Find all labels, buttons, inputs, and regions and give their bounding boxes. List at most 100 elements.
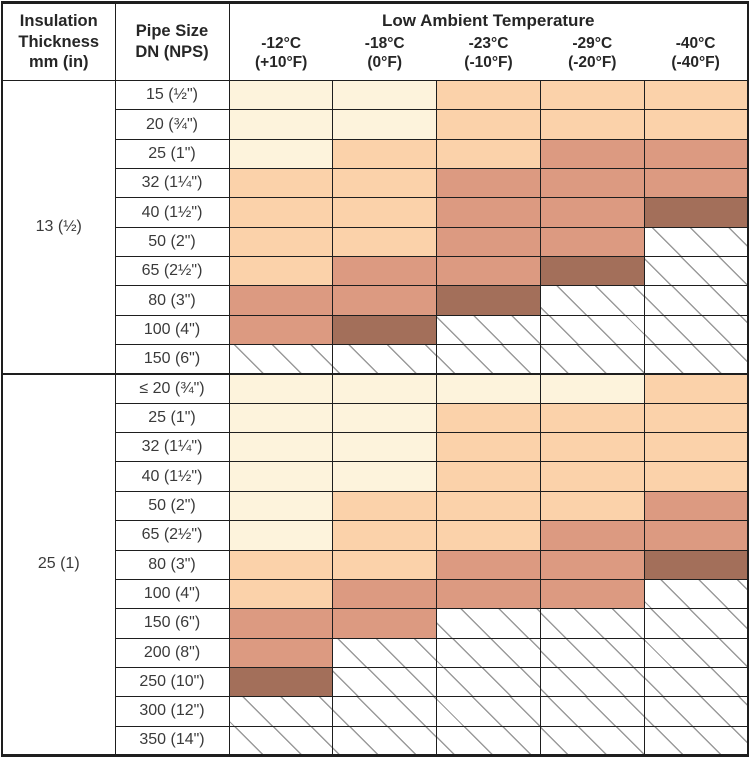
table-row: 80 (3") (2, 285, 749, 316)
rating-cell-cream (228, 520, 334, 551)
pipe-size-value: 50 (2") (114, 490, 230, 522)
na-hatched-cell (643, 666, 749, 698)
rating-cell-salmon (436, 168, 541, 199)
table-row: 50 (2") (2, 490, 749, 522)
rating-cell-salmon (332, 285, 438, 316)
table-row: 25 (1") (2, 402, 749, 434)
rating-cell-peach (332, 226, 438, 258)
rating-cell-peach (643, 402, 749, 434)
rating-cell-salmon (436, 578, 541, 610)
pipe-size-value: 40 (1½") (114, 461, 230, 492)
rating-cell-peach (539, 432, 645, 463)
pipe-size-value: ≤ 20 (¾") (114, 372, 230, 404)
rating-cell-salmon (332, 578, 438, 610)
rating-cell-cream (228, 432, 334, 463)
rating-cell-salmon (332, 256, 438, 287)
rating-cell-peach (539, 490, 645, 522)
table-row: 150 (6") (2, 344, 749, 375)
rating-cell-cream (539, 372, 645, 404)
rating-cell-peach (436, 79, 541, 111)
na-hatched-cell (436, 608, 541, 639)
pipe-size-value: 32 (1¼") (114, 432, 230, 463)
rating-cell-cream (228, 490, 334, 522)
pipe-size-value: 150 (6") (114, 608, 230, 639)
na-hatched-cell (643, 285, 749, 316)
rating-cell-dark (332, 314, 438, 346)
pipe-size-value: 100 (4") (114, 314, 230, 346)
na-hatched-cell (643, 696, 749, 727)
na-hatched-cell (643, 578, 749, 610)
na-hatched-cell (436, 666, 541, 698)
rating-cell-peach (643, 372, 749, 404)
rating-cell-peach (436, 402, 541, 434)
na-hatched-cell (332, 344, 438, 375)
rating-cell-dark (643, 197, 749, 228)
temp-column-header-minus40c: -40°C (-40°F) (644, 32, 748, 81)
table-row: 350 (14") (2, 725, 749, 757)
na-hatched-cell (539, 637, 645, 668)
rating-cell-peach (643, 109, 749, 140)
rating-cell-peach (332, 490, 438, 522)
na-hatched-cell (643, 725, 749, 757)
rating-cell-peach (228, 578, 334, 610)
na-hatched-cell (436, 314, 541, 346)
rating-cell-cream (332, 372, 438, 404)
na-hatched-cell (539, 314, 645, 346)
table-row: 13 (½) 15 (½") (1, 79, 749, 375)
pipe-size-value: 200 (8") (114, 637, 230, 668)
rating-cell-salmon (539, 138, 645, 170)
rating-cell-salmon (436, 549, 541, 580)
table-row: 300 (12") (2, 696, 749, 727)
rating-cell-salmon (643, 520, 749, 551)
rating-cell-cream (228, 79, 334, 111)
rating-cell-cream (332, 109, 438, 140)
rating-cell-salmon (539, 197, 645, 228)
rating-cell-peach (539, 79, 645, 111)
rating-cell-salmon (228, 608, 334, 639)
insulation-thickness-value: 25 (1) (1, 372, 116, 756)
na-hatched-cell (539, 696, 645, 727)
rating-cell-peach (228, 256, 334, 287)
table-row: 100 (4") (2, 314, 749, 346)
rating-cell-salmon (228, 314, 334, 346)
table-row: 32 (1¼") (2, 168, 749, 199)
na-hatched-cell (436, 696, 541, 727)
temp-column-header-minus12c: -12°C (+10°F) (229, 32, 333, 81)
rating-cell-salmon (228, 637, 334, 668)
na-hatched-cell (539, 725, 645, 757)
rating-cell-dark (228, 666, 334, 698)
rating-cell-peach (436, 461, 541, 492)
rating-cell-dark (539, 256, 645, 287)
na-hatched-cell (643, 226, 749, 258)
pipe-size-value: 80 (3") (114, 285, 230, 316)
rating-cell-salmon (436, 197, 541, 228)
pipe-size-value: 32 (1¼") (114, 168, 230, 199)
na-hatched-cell (643, 637, 749, 668)
rating-cell-peach (436, 520, 541, 551)
table-header: Insulation Thickness mm (in) Pipe Size D… (2, 2, 748, 81)
rating-cell-peach (539, 461, 645, 492)
pipe-size-value: 25 (1") (114, 402, 230, 434)
rating-cell-cream (332, 461, 438, 492)
na-hatched-cell (539, 285, 645, 316)
rating-cell-peach (228, 226, 334, 258)
pipe-size-value: 20 (¾") (114, 109, 230, 140)
pipe-size-header: Pipe Size DN (NPS) (115, 2, 230, 81)
pipe-size-value: 80 (3") (114, 549, 230, 580)
rating-cell-salmon (539, 578, 645, 610)
na-hatched-cell (643, 608, 749, 639)
table-row: 65 (2½") (2, 256, 749, 287)
rating-cell-peach (332, 520, 438, 551)
rating-cell-cream (332, 432, 438, 463)
rating-cell-peach (539, 402, 645, 434)
rating-cell-peach (228, 549, 334, 580)
rating-cell-peach (436, 138, 541, 170)
na-hatched-cell (228, 725, 334, 757)
rating-cell-cream (228, 461, 334, 492)
rating-cell-salmon (539, 168, 645, 199)
pipe-size-value: 300 (12") (114, 696, 230, 727)
rating-cell-peach (436, 432, 541, 463)
table-row: 32 (1¼") (2, 432, 749, 463)
pipe-size-value: 65 (2½") (114, 256, 230, 287)
